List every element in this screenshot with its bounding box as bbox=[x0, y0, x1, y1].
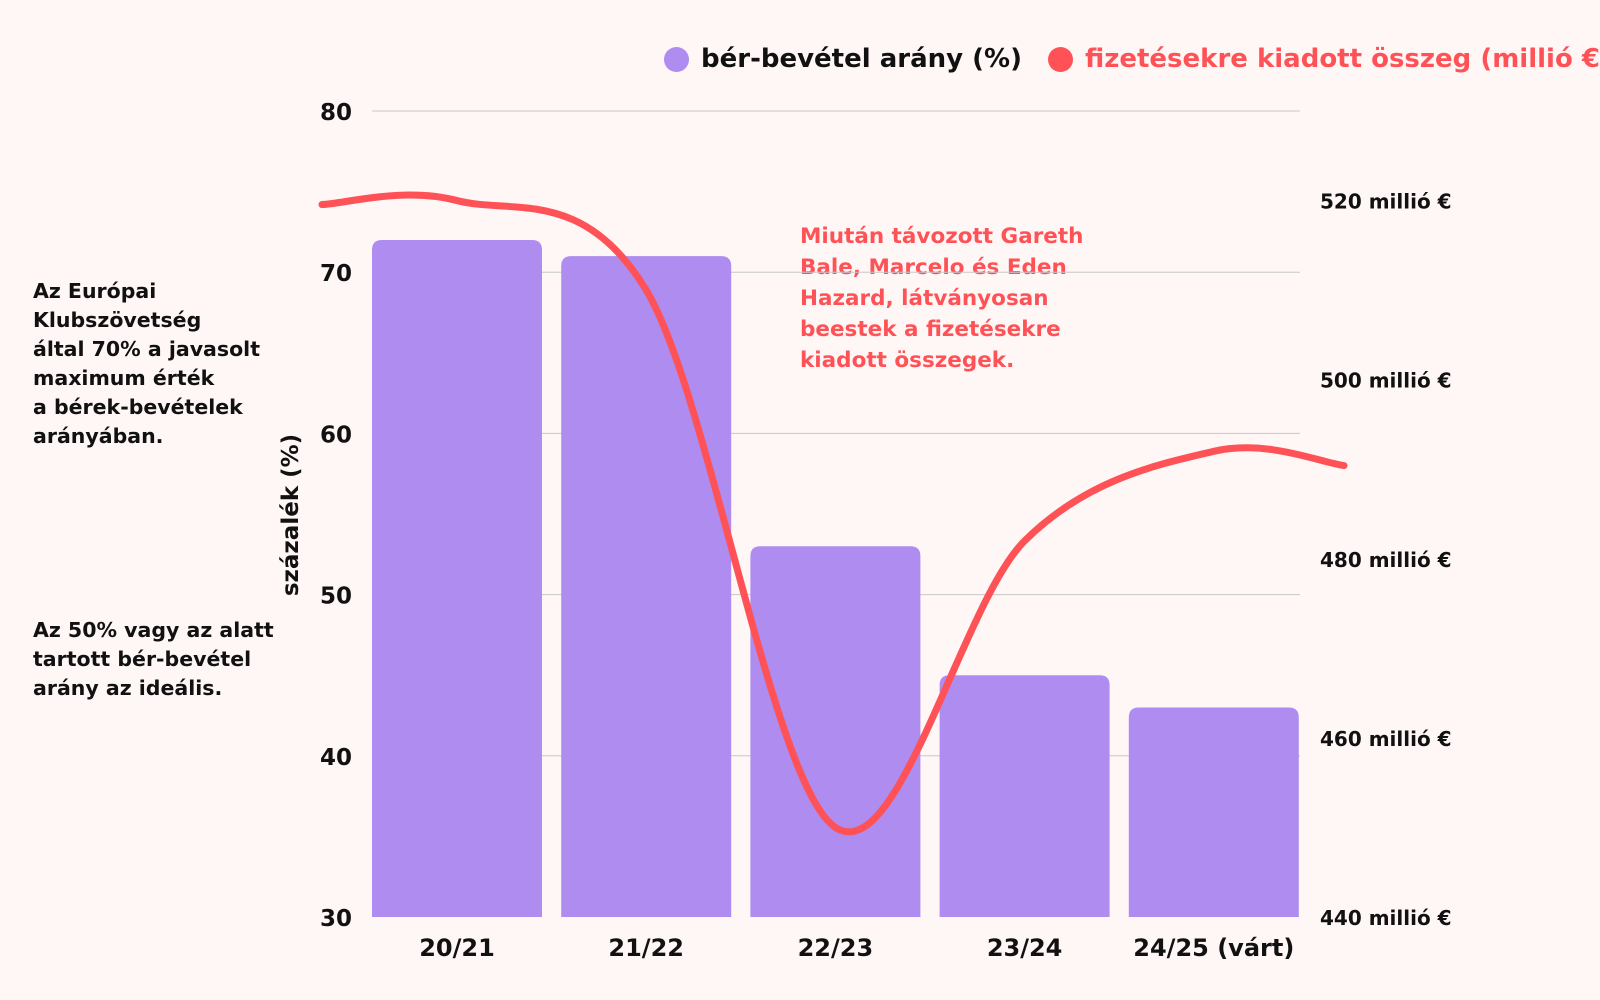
legend-line-swatch bbox=[1047, 46, 1073, 72]
salary-drop-annotation: Miután távozott Gareth Bale, Marcelo és … bbox=[800, 224, 1084, 373]
y-tick-label: 70 bbox=[320, 261, 352, 287]
legend-bar-label: bér-bevétel arány (%) bbox=[701, 44, 1022, 74]
y2-tick-label: 480 millió € bbox=[1320, 548, 1452, 572]
bar bbox=[750, 546, 921, 917]
x-tick-label: 23/24 bbox=[987, 934, 1063, 962]
y-tick-label: 50 bbox=[320, 584, 352, 610]
salary-line bbox=[318, 191, 1348, 835]
x-tick-label: 21/22 bbox=[608, 934, 684, 962]
bar-series bbox=[372, 239, 1299, 918]
legend-line-label: fizetésekre kiadott összeg (millió €) bbox=[1084, 44, 1600, 74]
ideal-ratio-note: Az 50% vagy az alatt tartott bér-bevétel… bbox=[33, 618, 274, 700]
y2-axis: 440 millió € 460 millió € 480 millió € 500 … bbox=[1320, 190, 1452, 930]
x-tick-label: 20/21 bbox=[419, 934, 495, 962]
y2-tick-label: 460 millió € bbox=[1320, 727, 1452, 751]
y2-tick-label: 500 millió € bbox=[1320, 369, 1452, 393]
y-axis: 30 40 50 60 70 80 bbox=[320, 100, 352, 932]
legend: bér-bevétel arány (%) fizetésekre kiadot… bbox=[664, 44, 1600, 74]
bar bbox=[561, 256, 732, 918]
legend-bar-swatch bbox=[664, 46, 689, 72]
bar bbox=[1128, 707, 1299, 917]
x-axis: 20/21 21/22 22/23 23/24 24/25 (várt) bbox=[419, 934, 1294, 962]
y-tick-label: 80 bbox=[320, 100, 352, 126]
legend-item-bar: bér-bevétel arány (%) bbox=[664, 44, 1022, 74]
x-tick-label: 24/25 (várt) bbox=[1133, 934, 1294, 962]
y-tick-label: 40 bbox=[320, 745, 352, 771]
x-tick-label: 22/23 bbox=[798, 934, 874, 962]
y-tick-label: 60 bbox=[320, 422, 352, 448]
y2-tick-label: 440 millió € bbox=[1320, 906, 1452, 930]
ecl-note: Az Európai Klubszövetség által 70% a jav… bbox=[33, 279, 261, 448]
y2-tick-label: 520 millió € bbox=[1320, 190, 1452, 214]
legend-item-line: fizetésekre kiadott összeg (millió €) bbox=[1047, 44, 1600, 74]
bar bbox=[372, 239, 542, 917]
y-tick-label: 30 bbox=[320, 906, 352, 932]
line-series bbox=[318, 191, 1348, 835]
bar bbox=[939, 675, 1110, 917]
y-axis-label: százalék (%) bbox=[278, 434, 304, 596]
